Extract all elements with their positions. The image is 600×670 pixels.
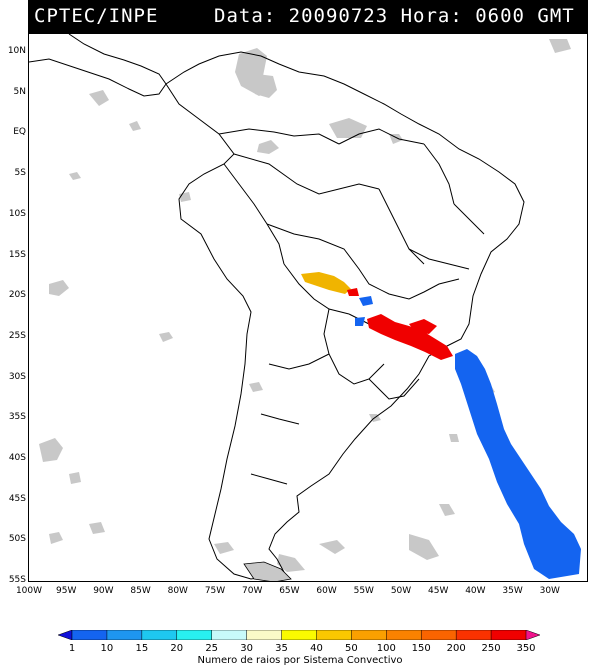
longitude-label: 40W — [465, 586, 486, 596]
longitude-label: 90W — [93, 586, 114, 596]
colorbar-swatch — [455, 630, 492, 640]
latitude-label: 5S — [14, 168, 26, 179]
map-panel — [28, 33, 588, 582]
colorbar — [58, 630, 540, 640]
colorbar-swatch — [490, 630, 527, 640]
longitude-label: 80W — [167, 586, 188, 596]
colorbar-swatch — [246, 630, 283, 640]
map-svg — [29, 34, 581, 581]
yellow-system — [301, 272, 351, 294]
longitude-label: 50W — [390, 586, 412, 596]
blue-system — [355, 296, 581, 579]
colorbar-swatch — [316, 630, 353, 640]
longitude-label: 45W — [428, 586, 449, 596]
longitude-label: 60W — [316, 586, 337, 596]
colorbar-swatch — [281, 630, 318, 640]
latitude-label: 20S — [8, 290, 26, 301]
colorbar-label: 50 — [345, 643, 358, 654]
longitude-label: 95W — [56, 586, 77, 596]
longitude-label: 30W — [539, 586, 560, 596]
colorbar-swatch — [176, 630, 213, 640]
longitude-label: 75W — [204, 586, 226, 596]
colorbar-swatch — [525, 630, 540, 640]
longitude-label: 65W — [279, 586, 300, 596]
latitude-label: 25S — [8, 330, 26, 341]
latitude-label: 5N — [13, 86, 26, 97]
colorbar-swatch — [420, 630, 457, 640]
colorbar-label: 1 — [68, 643, 76, 654]
latitude-label: 50S — [8, 534, 26, 545]
colorbar-label: 25 — [205, 643, 219, 654]
header-datetime: Data: 20090723 Hora: 0600 GMT — [214, 5, 575, 27]
colorbar-label: 35 — [275, 643, 288, 654]
colorbar-label: 200 — [446, 643, 466, 654]
colorbar-label: 15 — [135, 643, 149, 654]
longitude-label: 35W — [502, 586, 523, 596]
latitude-label: 55S — [8, 575, 26, 586]
longitude-label: 85W — [130, 586, 151, 596]
colorbar-swatch — [386, 630, 422, 640]
header-title: CPTEC/INPE — [34, 5, 159, 27]
colorbar-label: 30 — [240, 643, 253, 654]
latitude-label: 10S — [8, 208, 26, 219]
colorbar-label: 250 — [481, 643, 501, 654]
latitude-label: 45S — [8, 493, 26, 504]
colorbar-title: Numero de raios por Sistema Convectivo — [197, 655, 403, 666]
latitude-label: 30S — [8, 371, 26, 382]
latitude-label: 10N — [7, 46, 26, 56]
latitude-label: EQ — [13, 127, 26, 138]
longitude-label: 100W — [15, 586, 43, 596]
colorbar-swatch — [71, 630, 108, 640]
longitude-label: 55W — [353, 586, 374, 596]
colorbar-swatch — [106, 630, 143, 640]
colorbar-label: 350 — [516, 643, 536, 654]
tierra-del-fuego — [243, 561, 292, 581]
red-system — [347, 288, 453, 360]
coastlines — [29, 34, 525, 580]
colorbar-swatch — [351, 630, 388, 640]
colorbar-label: 100 — [376, 643, 396, 654]
header-bar: CPTEC/INPE Data: 20090723 Hora: 0600 GMT — [28, 0, 588, 33]
latitude-label: 40S — [8, 453, 26, 463]
colorbar-swatch — [211, 630, 248, 640]
longitude-label: 70W — [242, 586, 263, 596]
latitude-label: 35S — [8, 412, 26, 423]
latitude-label: 15S — [8, 249, 26, 260]
colorbar-swatch — [58, 630, 73, 640]
colorbar-label: 150 — [411, 643, 431, 654]
colorbar-swatch — [141, 630, 178, 640]
colorbar-label: 10 — [100, 643, 114, 654]
colorbar-label: 20 — [170, 643, 184, 654]
colorbar-label: 40 — [310, 643, 323, 654]
cloud-cover — [39, 39, 571, 572]
